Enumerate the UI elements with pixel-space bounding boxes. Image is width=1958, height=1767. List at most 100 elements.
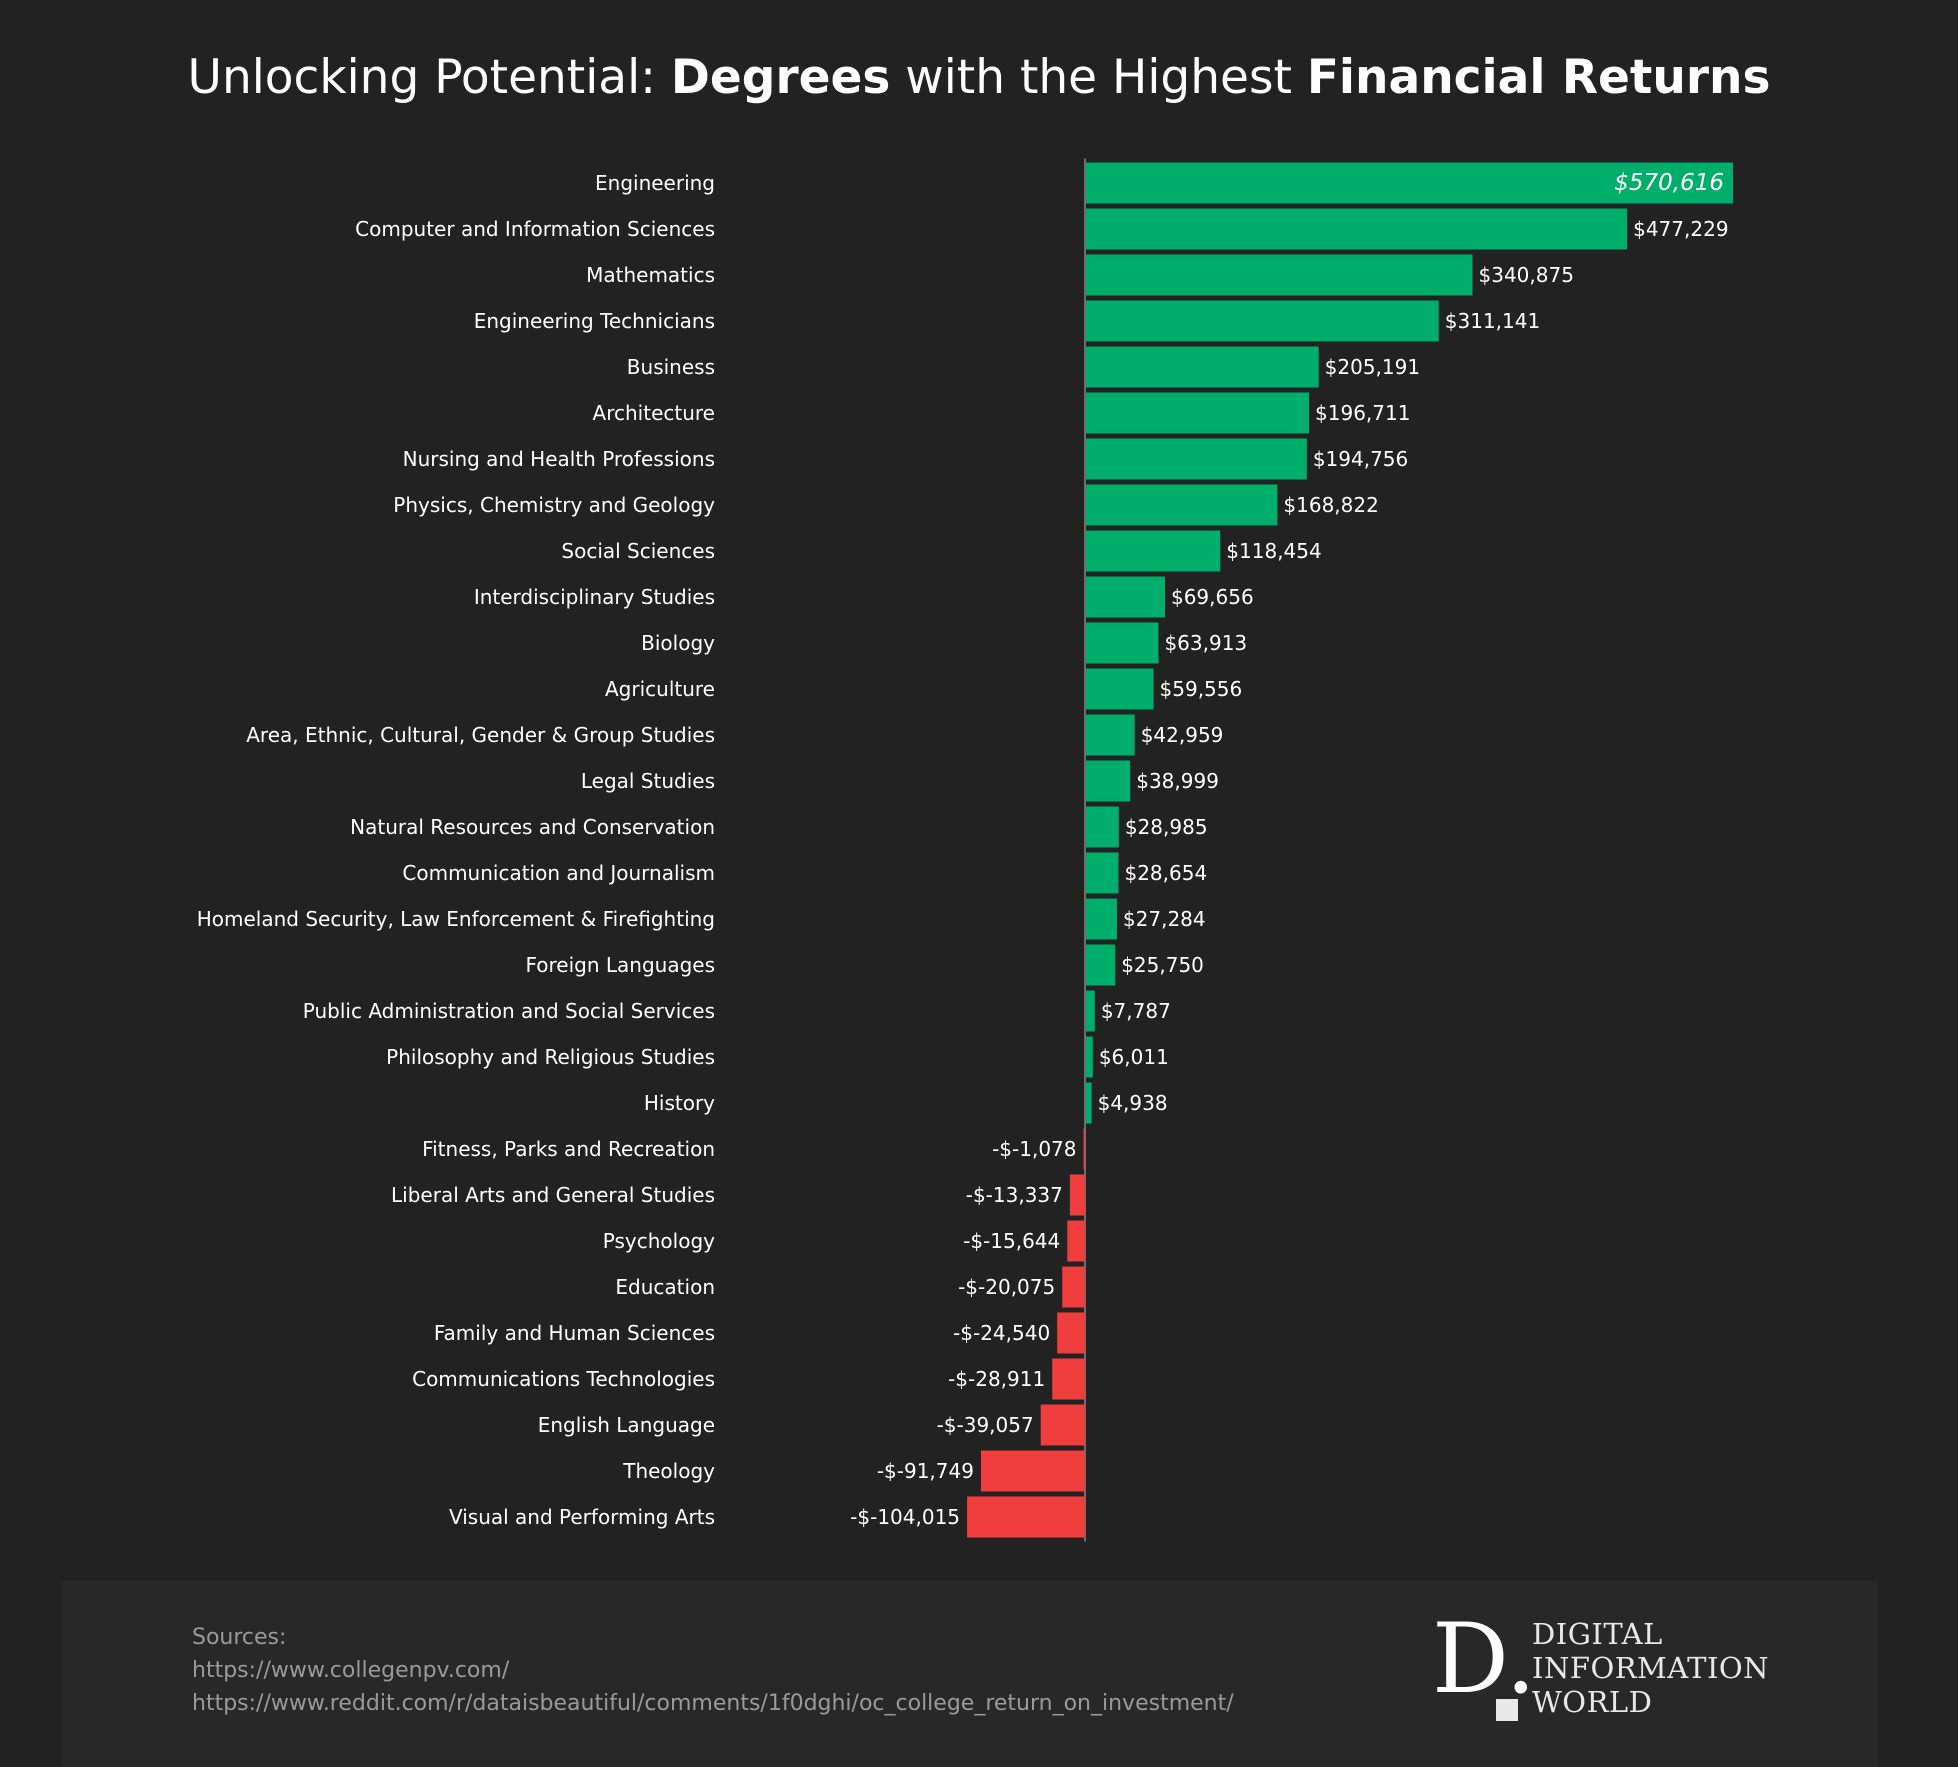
value-label: -$-104,015 — [850, 1505, 960, 1529]
source-link-2[interactable]: https://www.reddit.com/r/dataisbeautiful… — [192, 1691, 1234, 1716]
value-label: -$-15,644 — [963, 1229, 1060, 1253]
category-label: Area, Ethnic, Cultural, Gender & Group S… — [246, 723, 715, 747]
category-label: Foreign Languages — [525, 953, 715, 977]
category-label: English Language — [538, 1413, 715, 1437]
value-label: $477,229 — [1633, 217, 1728, 241]
bar — [1086, 714, 1135, 756]
category-label: Public Administration and Social Service… — [303, 999, 715, 1023]
value-label: $25,750 — [1121, 953, 1204, 977]
bar — [1086, 898, 1117, 940]
value-label: $196,711 — [1315, 401, 1410, 425]
bar — [1086, 760, 1131, 802]
title-part-2: Degrees — [670, 50, 891, 105]
category-label: Nursing and Health Professions — [403, 447, 715, 471]
category-label: Engineering Technicians — [474, 309, 715, 333]
category-label: Homeland Security, Law Enforcement & Fir… — [197, 907, 715, 931]
value-label: $27,284 — [1123, 907, 1206, 931]
bar — [1086, 1082, 1092, 1124]
category-label: Legal Studies — [581, 769, 715, 793]
category-label: Mathematics — [586, 263, 715, 287]
footer: Sources: https://www.collegenpv.com/ htt… — [62, 1581, 1878, 1767]
category-label: Business — [627, 355, 715, 379]
value-label: $4,938 — [1098, 1091, 1168, 1115]
value-label: $118,454 — [1226, 539, 1321, 563]
logo-line-1: DIGITAL — [1532, 1617, 1663, 1651]
value-label: $38,999 — [1136, 769, 1219, 793]
bar — [1086, 300, 1439, 342]
value-label: $311,141 — [1445, 309, 1540, 333]
bar — [1062, 1266, 1085, 1308]
digital-information-world-logo: D. DIGITAL INFORMATION WORLD — [1432, 1609, 1769, 1725]
category-label: Fitness, Parks and Recreation — [422, 1137, 715, 1161]
title-part-4: Financial Returns — [1306, 50, 1771, 105]
bar — [1086, 392, 1310, 434]
value-label: -$-28,911 — [948, 1367, 1045, 1391]
bar — [1083, 1128, 1085, 1170]
value-label: -$-24,540 — [953, 1321, 1050, 1345]
category-label: History — [644, 1091, 715, 1115]
category-label: Communication and Journalism — [402, 861, 715, 885]
bar — [1067, 1220, 1085, 1262]
bar — [1052, 1358, 1085, 1400]
bar — [1086, 990, 1095, 1032]
logo-square-icon — [1496, 1699, 1518, 1721]
value-label: -$-39,057 — [937, 1413, 1034, 1437]
value-label: $205,191 — [1325, 355, 1420, 379]
bar — [1086, 438, 1307, 480]
bar — [1086, 162, 1733, 204]
value-label: $168,822 — [1283, 493, 1378, 517]
category-label: Visual and Performing Arts — [449, 1505, 715, 1529]
sources-label: Sources: — [192, 1625, 287, 1650]
category-label: Biology — [641, 631, 715, 655]
bar — [1086, 1036, 1093, 1078]
sources-block: Sources: https://www.collegenpv.com/ htt… — [192, 1621, 1234, 1720]
category-label: Engineering — [595, 171, 715, 195]
value-label: $69,656 — [1171, 585, 1254, 609]
category-label: Physics, Chemistry and Geology — [393, 493, 715, 517]
category-label: Education — [615, 1275, 715, 1299]
chart-title: Unlocking Potential: Degrees with the Hi… — [0, 50, 1958, 105]
bar — [1086, 622, 1159, 664]
category-label: Natural Resources and Conservation — [350, 815, 715, 839]
bar — [1040, 1404, 1085, 1446]
category-label: Theology — [622, 1459, 715, 1483]
value-label: $7,787 — [1101, 999, 1171, 1023]
value-label: -$-1,078 — [992, 1137, 1076, 1161]
bar — [967, 1496, 1085, 1538]
category-label: Agriculture — [605, 677, 715, 701]
title-part-3: with the Highest — [890, 50, 1307, 105]
category-label: Psychology — [603, 1229, 715, 1253]
value-label: $28,654 — [1124, 861, 1207, 885]
category-label: Computer and Information Sciences — [355, 217, 715, 241]
bar — [980, 1450, 1085, 1492]
source-link-1[interactable]: https://www.collegenpv.com/ — [192, 1658, 510, 1683]
bar — [1086, 484, 1278, 526]
value-label: $63,913 — [1164, 631, 1247, 655]
category-label: Communications Technologies — [412, 1367, 715, 1391]
category-label: Philosophy and Religious Studies — [386, 1045, 715, 1069]
bar — [1086, 346, 1319, 388]
category-label: Social Sciences — [561, 539, 715, 563]
bar — [1086, 530, 1221, 572]
value-label: $340,875 — [1479, 263, 1574, 287]
bar — [1086, 254, 1473, 296]
bar — [1086, 852, 1119, 894]
logo-text: DIGITAL INFORMATION WORLD — [1532, 1617, 1769, 1719]
bar-chart: Engineering $570,616 Computer and Informat… — [197, 158, 1733, 1542]
bar — [1069, 1174, 1085, 1216]
title-part-1: Unlocking Potential: — [187, 50, 671, 105]
category-label: Family and Human Sciences — [434, 1321, 715, 1345]
bar — [1057, 1312, 1085, 1354]
value-label: $194,756 — [1313, 447, 1408, 471]
category-label: Interdisciplinary Studies — [474, 585, 715, 609]
logo-line-3: WORLD — [1532, 1685, 1653, 1719]
value-label: $570,616 — [1614, 170, 1724, 196]
value-label: $28,985 — [1125, 815, 1208, 839]
value-label: $6,011 — [1099, 1045, 1169, 1069]
bar — [1086, 208, 1628, 250]
logo-line-2: INFORMATION — [1532, 1651, 1770, 1685]
value-label: -$-20,075 — [958, 1275, 1055, 1299]
bar — [1086, 576, 1165, 618]
value-label: $59,556 — [1160, 677, 1243, 701]
value-label: -$-91,749 — [877, 1459, 974, 1483]
